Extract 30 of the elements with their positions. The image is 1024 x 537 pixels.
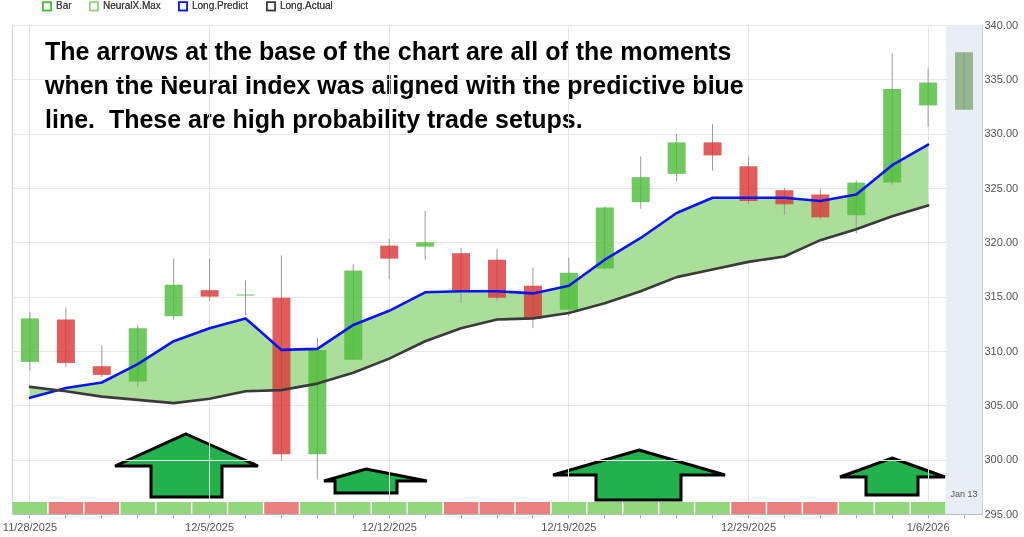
- y-tick-label: 315.00: [984, 290, 1019, 303]
- candlestick: [416, 210, 435, 261]
- x-tick-label: 12/19/2025: [541, 520, 597, 533]
- candlestick: [236, 279, 255, 316]
- candlestick: [92, 345, 111, 378]
- x-tick-label: 1/6/2026: [906, 520, 950, 533]
- y-tick-label: 335.00: [984, 72, 1019, 85]
- candlestick: [703, 123, 722, 172]
- legend-label: Long.Predict: [192, 0, 249, 12]
- line-series: [28, 204, 930, 405]
- y-tick-label: 330.00: [984, 127, 1019, 140]
- y-tick-label: 340.00: [984, 18, 1019, 31]
- candlestick: [919, 67, 938, 128]
- annotation: The arrows at the base of the chart are all of the moments when the Neural Index was aligned with the predictive blue line. These are high probability trade setups.: [45, 36, 745, 135]
- x-tick-label: 12/5/2025: [185, 520, 235, 533]
- legend-label: Bar: [56, 0, 73, 12]
- x-tick-label: Jan 13: [950, 489, 978, 499]
- y-tick-label: 295.00: [984, 507, 1019, 520]
- x-tick-label: 12/12/2025: [361, 520, 417, 533]
- y-tick-label: 320.00: [984, 235, 1019, 248]
- candlestick: [380, 238, 399, 280]
- y-tick-label: 300.00: [984, 453, 1019, 466]
- x-tick-label: 12/29/2025: [720, 520, 777, 533]
- y-tick-label: 310.00: [984, 344, 1019, 357]
- legend-label: Long.Actual: [280, 0, 333, 12]
- candlestick: [200, 258, 219, 302]
- x-tick-label: 11/28/2025: [2, 520, 58, 533]
- legend-label: NeuralX.Max: [103, 0, 161, 12]
- y-tick-label: 325.00: [984, 181, 1019, 194]
- y-tick-label: 305.00: [984, 398, 1019, 411]
